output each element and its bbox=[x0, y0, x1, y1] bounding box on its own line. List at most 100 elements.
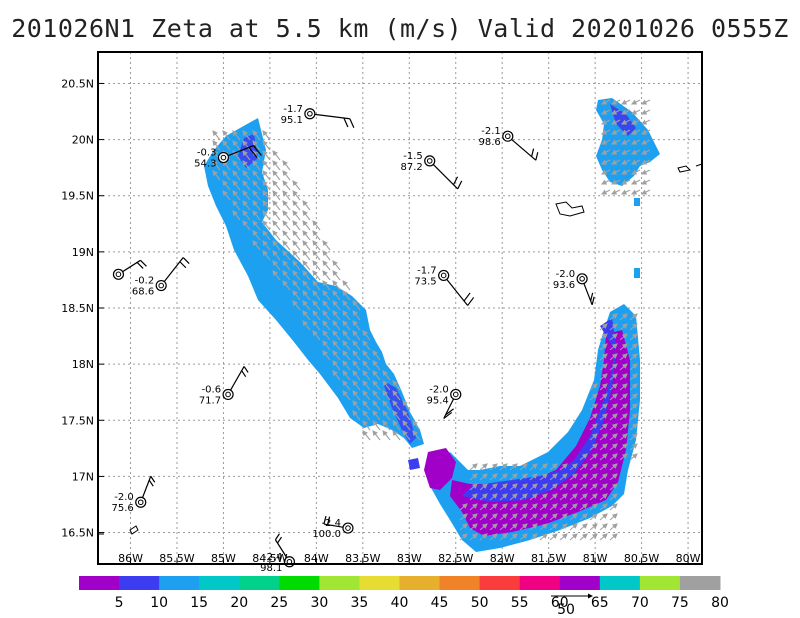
flow-vector bbox=[629, 363, 638, 371]
flow-vector bbox=[412, 430, 421, 441]
flow-vector bbox=[252, 150, 261, 161]
flow-vector bbox=[489, 473, 498, 481]
flow-vector bbox=[569, 513, 578, 521]
flow-vector bbox=[641, 129, 651, 135]
flow-vector bbox=[601, 109, 611, 115]
flow-vector bbox=[322, 320, 331, 331]
observation-stations: -1.795.1-0.354.3-1.587.2-2.198.6-0.268.6… bbox=[111, 104, 595, 574]
flow-vector bbox=[272, 160, 281, 171]
flow-vector bbox=[619, 433, 628, 441]
station-marker-inner bbox=[307, 110, 313, 117]
wind-barb-flag bbox=[150, 475, 156, 483]
station-zeta: -2.1 bbox=[481, 126, 501, 137]
station-zeta: -1.7 bbox=[283, 104, 303, 115]
flow-vector bbox=[629, 413, 638, 421]
flow-vector bbox=[342, 390, 351, 401]
flow-vector bbox=[539, 503, 548, 511]
flow-vector bbox=[611, 139, 621, 145]
flow-vector bbox=[619, 343, 628, 351]
flow-vector bbox=[252, 220, 261, 231]
flow-vector bbox=[362, 430, 371, 441]
flow-vector bbox=[262, 200, 271, 211]
flow-vector bbox=[292, 200, 301, 211]
flow-vector bbox=[479, 483, 488, 491]
flow-vector bbox=[402, 400, 411, 411]
flow-vector bbox=[579, 493, 588, 501]
colorbar-swatch bbox=[199, 576, 240, 590]
flow-vector bbox=[609, 333, 618, 341]
flow-vector bbox=[569, 483, 578, 491]
flow-vector bbox=[509, 483, 518, 491]
flow-vector bbox=[629, 393, 638, 401]
flow-vector bbox=[362, 340, 371, 351]
flow-vector bbox=[372, 370, 381, 381]
flow-vector bbox=[459, 533, 468, 541]
flow-vector bbox=[312, 310, 321, 321]
flow-vector bbox=[272, 170, 281, 181]
flow-vector bbox=[609, 393, 618, 401]
flow-vector bbox=[611, 159, 621, 165]
station-1: -0.354.3 bbox=[194, 144, 262, 170]
flow-vector bbox=[609, 503, 618, 511]
flow-vector bbox=[402, 410, 411, 421]
flow-vector bbox=[402, 430, 411, 441]
wind-barb-staff bbox=[429, 160, 459, 190]
station-marker bbox=[112, 268, 125, 280]
flow-vector bbox=[589, 493, 598, 501]
flow-vector bbox=[609, 353, 618, 361]
flow-vector bbox=[609, 483, 618, 491]
wind-barb-flag bbox=[349, 118, 355, 128]
wind-barb-flag bbox=[467, 297, 475, 306]
station-marker bbox=[438, 269, 450, 282]
flow-vector bbox=[579, 463, 588, 471]
flow-vector bbox=[549, 513, 558, 521]
flow-vector bbox=[499, 463, 508, 471]
flow-vector bbox=[332, 330, 341, 341]
flow-vector bbox=[621, 119, 631, 125]
flow-vector bbox=[352, 360, 361, 371]
flow-vector bbox=[549, 523, 558, 531]
reference-vector: 50 bbox=[551, 593, 593, 618]
flow-vector bbox=[599, 323, 608, 331]
flow-vector bbox=[262, 210, 271, 221]
flow-vector bbox=[292, 190, 301, 201]
flow-vector bbox=[332, 350, 341, 361]
flow-vector bbox=[601, 119, 611, 125]
flow-vector bbox=[519, 503, 528, 511]
flow-vector bbox=[332, 260, 341, 271]
station-pressure: 75.6 bbox=[111, 503, 133, 514]
flow-vector bbox=[252, 230, 261, 241]
colorbar-swatch bbox=[519, 576, 561, 590]
flow-vector bbox=[601, 159, 611, 165]
flow-vector bbox=[549, 483, 558, 491]
colorbar-swatch bbox=[359, 576, 400, 590]
flow-vector bbox=[252, 210, 261, 221]
flow-vector bbox=[342, 360, 351, 371]
wind-barb-flag bbox=[274, 533, 280, 541]
flow-vector bbox=[272, 240, 281, 251]
flow-vector bbox=[342, 350, 351, 361]
flow-vector bbox=[621, 99, 631, 105]
flow-vector bbox=[382, 380, 391, 391]
x-tick-label: 83.5W bbox=[345, 552, 380, 565]
flow-vector bbox=[242, 130, 251, 141]
station-marker bbox=[424, 155, 436, 167]
flow-vector bbox=[262, 140, 271, 151]
flow-vector bbox=[242, 220, 251, 231]
flow-vector bbox=[549, 463, 558, 471]
flow-vector bbox=[589, 513, 598, 521]
flow-vector bbox=[599, 473, 608, 481]
flow-vector bbox=[272, 180, 281, 191]
flow-vector bbox=[599, 333, 608, 341]
wind-barb-flag bbox=[148, 479, 154, 487]
wind-barb-flag bbox=[457, 180, 463, 190]
flow-vector bbox=[292, 300, 301, 311]
wind-barb-flag bbox=[243, 366, 249, 373]
flow-vector bbox=[519, 533, 528, 541]
flow-vector bbox=[362, 360, 371, 371]
flow-vector bbox=[372, 400, 381, 411]
flow-vector bbox=[232, 200, 241, 211]
flow-vector bbox=[529, 483, 538, 491]
flow-vector bbox=[412, 420, 421, 431]
colorbar-swatch bbox=[399, 576, 441, 590]
